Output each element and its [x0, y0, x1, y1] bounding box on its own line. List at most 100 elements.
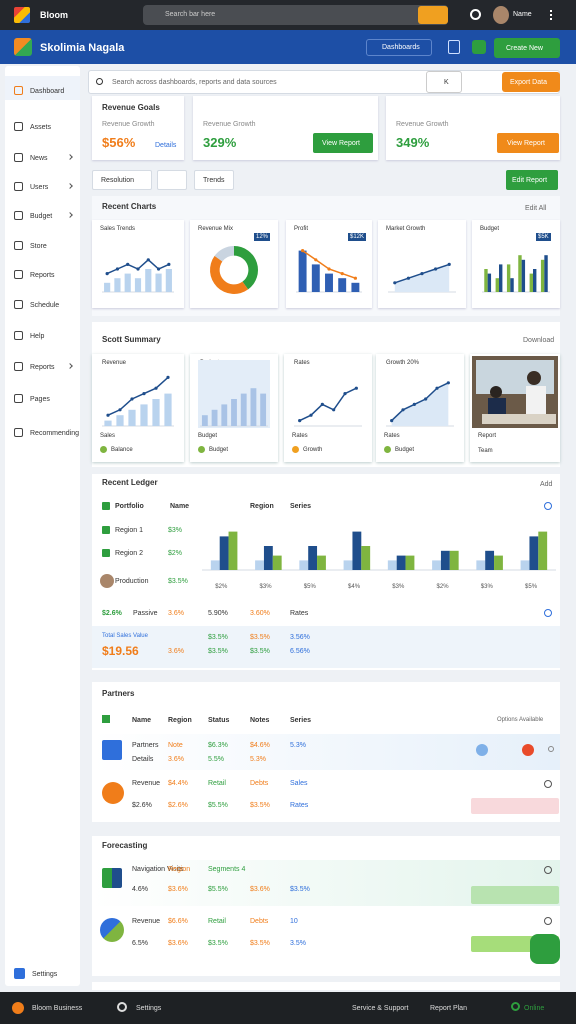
nav-item[interactable]: Users — [30, 184, 49, 191]
nav-item[interactable]: Reports — [30, 364, 55, 371]
nav-icon[interactable] — [14, 86, 23, 95]
line — [299, 387, 357, 422]
bar — [134, 278, 142, 292]
row-action[interactable] — [522, 744, 534, 756]
edit-button[interactable] — [506, 170, 558, 190]
point — [301, 249, 305, 253]
mini-chart — [294, 386, 362, 427]
nav-icon[interactable] — [14, 182, 23, 191]
menu-text[interactable]: Dashboards — [382, 44, 420, 51]
search-text: Search bar here — [165, 11, 216, 18]
options-text: Options Available — [497, 717, 544, 723]
search-box[interactable] — [143, 5, 448, 25]
bar — [432, 560, 441, 570]
page-title: Skolimia Nagala — [40, 42, 125, 54]
section-link[interactable]: Add — [540, 481, 553, 488]
shortcut-box[interactable] — [426, 71, 462, 93]
status-dot — [292, 446, 299, 453]
cell: $4.6% — [250, 742, 270, 749]
nav-icon[interactable] — [14, 153, 23, 162]
row-action[interactable] — [544, 917, 552, 925]
nav-icon[interactable] — [14, 428, 23, 437]
row-bar[interactable] — [471, 886, 559, 904]
nav-item[interactable]: News — [30, 155, 48, 162]
menu-button[interactable] — [366, 39, 432, 56]
column-header: Series — [290, 717, 312, 724]
nav-item[interactable]: Budget — [30, 213, 53, 220]
button-text[interactable]: View Report — [322, 140, 361, 147]
create-button[interactable] — [494, 38, 560, 58]
tab[interactable] — [194, 170, 234, 190]
notifications-icon[interactable] — [470, 9, 481, 20]
chart-label: $3% — [392, 584, 405, 590]
button-text[interactable]: View Report — [507, 140, 546, 147]
nav-item[interactable]: Reports — [30, 272, 55, 279]
report-button[interactable] — [497, 133, 559, 153]
create-text[interactable]: Create New — [506, 45, 543, 52]
user-name[interactable]: Name — [513, 11, 532, 18]
bar — [476, 560, 486, 570]
nav-item[interactable]: Schedule — [30, 302, 60, 309]
menu-icon[interactable] — [550, 10, 556, 20]
tab-text[interactable]: Trends — [203, 177, 225, 184]
column-header: Name — [132, 717, 152, 724]
section-link[interactable]: Download — [523, 337, 555, 344]
row-action[interactable] — [548, 746, 554, 752]
export-button[interactable] — [502, 72, 560, 92]
select-text[interactable]: Resolution — [101, 177, 135, 184]
row-option[interactable] — [544, 502, 552, 510]
cell: $3.5% — [208, 940, 228, 947]
nav-item[interactable]: Help — [30, 333, 45, 340]
report-button[interactable] — [313, 133, 373, 153]
stat-link[interactable]: Details — [155, 142, 177, 149]
point — [126, 262, 130, 266]
nav-icon[interactable] — [14, 331, 23, 340]
card-footer: Balance — [111, 447, 133, 453]
nav-item[interactable]: Recommending — [30, 430, 80, 437]
row-action[interactable] — [476, 744, 488, 756]
search-placeholder: Search across dashboards, reports and da… — [112, 79, 277, 86]
row-action[interactable] — [544, 866, 552, 874]
nav-item[interactable]: Dashboard — [30, 88, 65, 95]
search-button[interactable] — [418, 6, 448, 24]
nav-icon[interactable] — [14, 241, 23, 250]
button-text[interactable]: Edit Report — [512, 177, 548, 184]
icon-button[interactable] — [472, 40, 486, 54]
icon-button[interactable] — [448, 40, 460, 54]
row-highlight — [92, 734, 560, 770]
select[interactable] — [92, 170, 152, 190]
filter-icon-button[interactable] — [157, 170, 187, 190]
nav-icon[interactable] — [14, 300, 23, 309]
chart-title: Market Growth — [386, 226, 426, 232]
nav-icon[interactable] — [14, 211, 23, 220]
stat-value: 329% — [203, 135, 237, 150]
nav-item[interactable]: Store — [30, 243, 47, 250]
photo-table — [482, 414, 556, 424]
nav-icon[interactable] — [14, 122, 23, 131]
row-bar[interactable] — [471, 798, 559, 814]
card-foot: Rates — [292, 433, 308, 439]
nav-item[interactable]: Pages — [30, 396, 50, 403]
cell: Region — [168, 866, 191, 873]
footer-text[interactable]: Service & Support — [352, 1005, 409, 1012]
search-field[interactable] — [88, 70, 560, 94]
row-action[interactable] — [544, 780, 552, 788]
fab[interactable] — [530, 934, 560, 964]
row-option[interactable] — [544, 609, 552, 617]
nav-icon[interactable] — [14, 394, 23, 403]
app-name: Bloom — [40, 10, 68, 20]
footer-text[interactable]: Report Plan — [430, 1005, 467, 1012]
row-value: $2% — [168, 550, 183, 557]
section-link[interactable]: Edit All — [525, 205, 547, 212]
settings-icon[interactable] — [14, 968, 25, 979]
nav-item[interactable]: Assets — [30, 124, 52, 131]
nav-icon[interactable] — [14, 362, 23, 371]
nav-item[interactable]: Settings — [32, 971, 58, 978]
nav-icon[interactable] — [14, 270, 23, 279]
footer-text[interactable]: Settings — [136, 1005, 162, 1012]
export-text[interactable]: Export Data — [510, 79, 547, 86]
total-cell: $3.5% — [208, 648, 228, 655]
summary-cell: 5.90% — [208, 610, 228, 617]
avatar[interactable] — [493, 6, 509, 24]
